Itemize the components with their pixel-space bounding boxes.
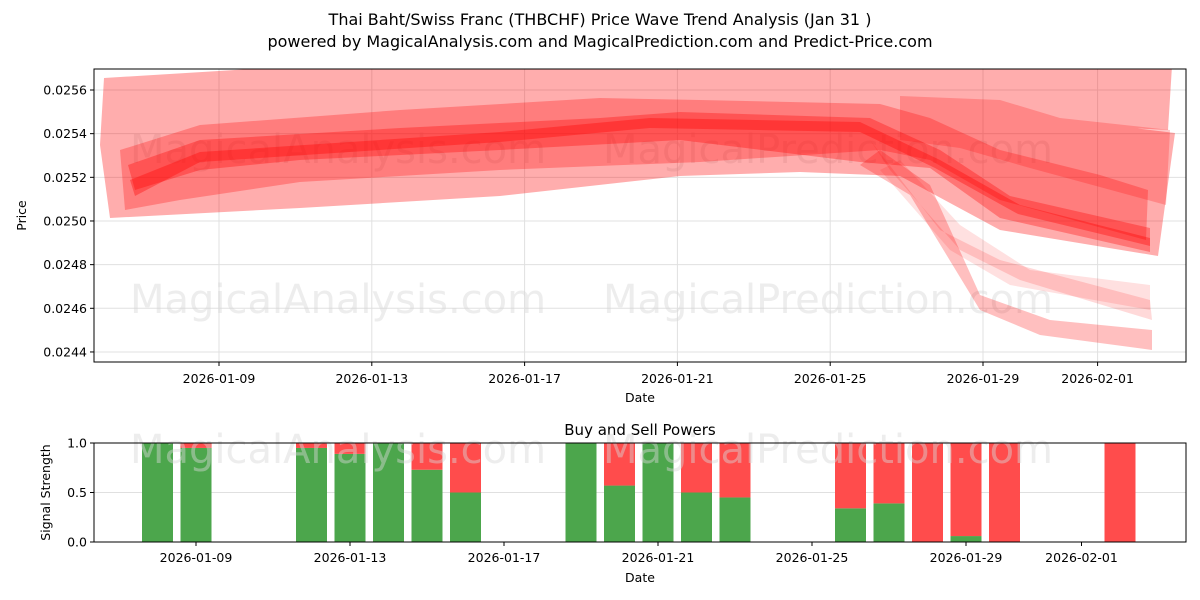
wave-band xyxy=(870,140,1152,320)
y-tick-label: 0.0246 xyxy=(43,301,87,316)
watermark-text: MagicalAnalysis.com xyxy=(130,427,546,473)
wave-band xyxy=(100,69,1175,256)
watermark-text: MagicalPrediction.com xyxy=(603,277,1053,323)
y-tick-label: 0.0256 xyxy=(43,83,87,98)
wave-band xyxy=(860,150,1152,350)
sell-bar xyxy=(681,443,712,493)
x-tick-label: 2026-01-29 xyxy=(947,371,1020,386)
sell-bar xyxy=(719,443,751,498)
y-tick-label: 0.5 xyxy=(67,485,87,500)
watermark-text: MagicalAnalysis.com xyxy=(130,277,546,323)
sell-bar xyxy=(989,443,1020,542)
sell-bar xyxy=(835,443,866,509)
buy-bar xyxy=(142,443,173,542)
y-tick-label: 0.0254 xyxy=(43,126,87,141)
buy-bar xyxy=(950,536,982,542)
price-plot-area xyxy=(94,69,1186,362)
watermark-text: MagicalPrediction.com xyxy=(603,427,1053,473)
sell-bar xyxy=(296,443,327,448)
watermark-text: MagicalPrediction.com xyxy=(603,127,1053,173)
y-tick-label: 0.0 xyxy=(67,535,87,550)
buy-bar xyxy=(604,485,635,542)
x-tick-label: 2026-01-21 xyxy=(641,371,714,386)
x-tick-label: 2026-01-09 xyxy=(160,550,233,565)
watermark-text: MagicalAnalysis.com xyxy=(130,127,546,173)
chart-subtitle: powered by MagicalAnalysis.com and Magic… xyxy=(267,32,933,51)
bar-chart-title: Buy and Sell Powers xyxy=(564,421,716,439)
buy-bar xyxy=(719,497,751,542)
y-tick-label: 1.0 xyxy=(67,436,87,451)
y-axis-label: Signal Strength xyxy=(38,444,53,540)
x-tick-label: 2026-01-21 xyxy=(622,550,695,565)
wave-band xyxy=(128,112,1150,252)
wave-band xyxy=(120,98,1148,240)
chart-title: Thai Baht/Swiss Franc (THBCHF) Price Wav… xyxy=(328,10,872,29)
x-tick-label: 2026-02-01 xyxy=(1045,550,1118,565)
x-axis-label: Date xyxy=(625,390,655,405)
wave-band xyxy=(880,160,1150,310)
sell-bar xyxy=(1104,443,1136,542)
y-tick-label: 0.0250 xyxy=(43,213,87,228)
sell-bar xyxy=(450,443,481,493)
sell-bar xyxy=(180,443,212,448)
price-axes-frame xyxy=(93,68,1187,363)
x-tick-label: 2026-01-25 xyxy=(794,371,867,386)
buy-bar xyxy=(296,447,327,542)
buy-bar xyxy=(411,469,443,542)
y-tick-label: 0.0252 xyxy=(43,170,87,185)
buy-bar xyxy=(373,443,404,542)
wave-band xyxy=(900,96,1170,205)
buy-bar xyxy=(835,508,866,542)
x-tick-label: 2026-02-01 xyxy=(1061,371,1134,386)
buy-bar xyxy=(642,443,674,542)
x-tick-label: 2026-01-13 xyxy=(314,550,387,565)
y-axis-label: Price xyxy=(14,200,29,231)
buy-bar xyxy=(681,492,712,542)
x-tick-label: 2026-01-17 xyxy=(488,371,561,386)
buy-bar xyxy=(873,503,905,542)
wave-bands xyxy=(100,69,1175,350)
buy-bar xyxy=(180,447,212,542)
sell-bar xyxy=(950,443,982,537)
x-tick-label: 2026-01-17 xyxy=(468,550,541,565)
x-tick-label: 2026-01-25 xyxy=(776,550,849,565)
sell-bar xyxy=(912,443,943,542)
buy-bar xyxy=(450,492,481,542)
signal-plot-area xyxy=(94,443,1186,542)
y-tick-label: 0.0244 xyxy=(43,344,87,359)
sell-bar xyxy=(411,443,443,470)
y-tick-label: 0.0248 xyxy=(43,257,87,272)
sell-bar xyxy=(604,443,635,486)
buy-bar xyxy=(334,453,366,542)
x-axis-label: Date xyxy=(625,570,655,585)
buy-bar xyxy=(565,443,597,542)
sell-bar xyxy=(334,443,366,454)
sell-bar xyxy=(873,443,905,504)
x-tick-label: 2026-01-29 xyxy=(930,550,1003,565)
x-tick-label: 2026-01-09 xyxy=(183,371,256,386)
x-tick-label: 2026-01-13 xyxy=(335,371,408,386)
